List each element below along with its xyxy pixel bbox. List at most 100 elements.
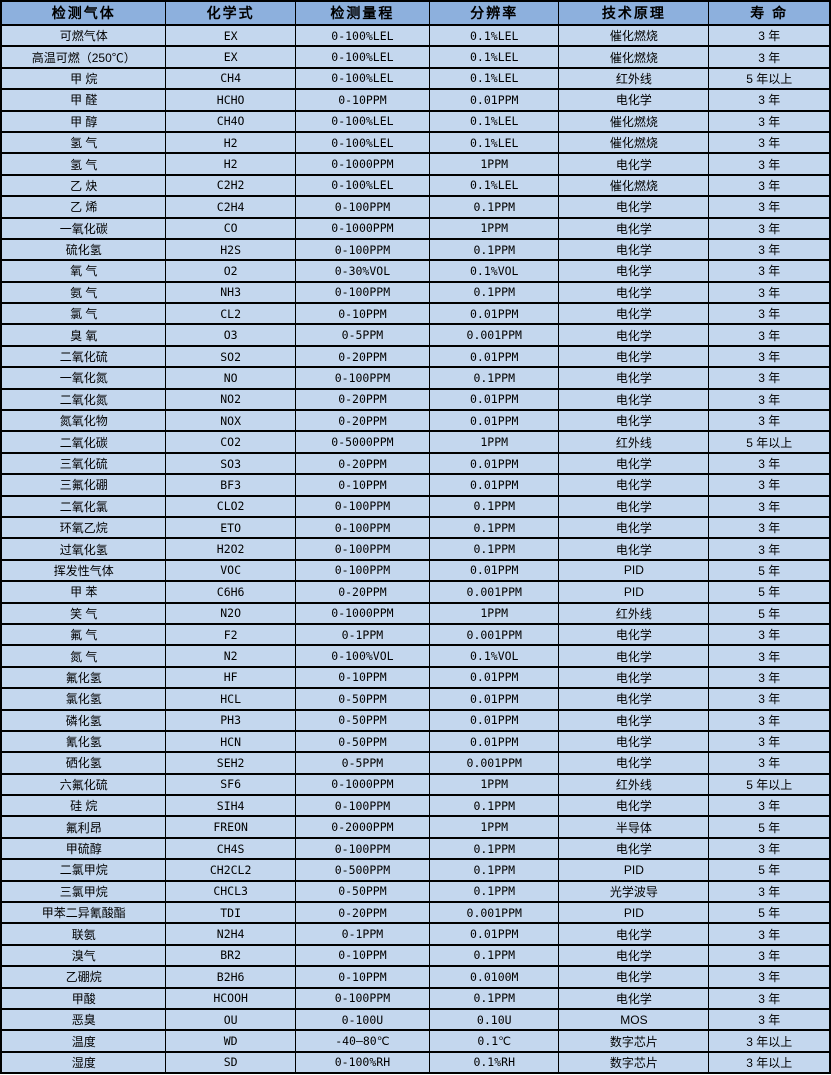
- table-cell: 0-1000PPM: [294, 152, 431, 176]
- table-cell: B2H6: [165, 965, 296, 989]
- table-cell: N2O: [165, 601, 296, 625]
- table-cell: 0-100PPM: [294, 237, 431, 262]
- table-cell: 电化学: [558, 237, 710, 262]
- table-cell: 1PPM: [429, 430, 560, 454]
- table-cell: 笑 气: [0, 601, 167, 625]
- table-cell: 电化学: [558, 366, 710, 390]
- table-row: 环氧乙烷 ETO 0-100PPM 0.1PPM 电化学 3 年: [0, 515, 831, 540]
- table-cell: 0-20PPM: [294, 580, 431, 604]
- table-cell: 0.1%RH: [429, 1050, 560, 1075]
- table-cell: 催化燃烧: [558, 130, 710, 155]
- table-cell: 3 年: [708, 216, 831, 240]
- table-cell: 0.1PPM: [429, 537, 560, 561]
- table-cell: 3 年: [708, 494, 831, 519]
- table-cell: O3: [165, 323, 296, 347]
- table-cell: ETO: [165, 515, 296, 540]
- header-cell-2: 检测量程: [294, 0, 431, 26]
- table-cell: 恶臭: [0, 1007, 167, 1032]
- table-cell: 0.001PPM: [429, 751, 560, 775]
- table-cell: 0-100%LEL: [294, 45, 431, 69]
- table-cell: 数字芯片: [558, 1050, 710, 1075]
- table-row: 氟利昂 FREON 0-2000PPM 1PPM 半导体 5 年: [0, 815, 831, 839]
- table-cell: H2S: [165, 237, 296, 262]
- table-cell: 电化学: [558, 922, 710, 946]
- table-cell: 0.01PPM: [429, 665, 560, 690]
- table-cell: 电化学: [558, 687, 710, 711]
- table-row: 臭 氧 O3 0-5PPM 0.001PPM 电化学 3 年: [0, 323, 831, 347]
- table-row: 二氧化氯 CLO2 0-100PPM 0.1PPM 电化学 3 年: [0, 494, 831, 519]
- table-cell: 3 年以上: [708, 1050, 831, 1075]
- table-cell: 0.01PPM: [429, 922, 560, 946]
- table-cell: 温度: [0, 1029, 167, 1053]
- table-cell: CH4: [165, 66, 296, 91]
- table-cell: 3 年: [708, 109, 831, 133]
- table-row: 联氨 N2H4 0-1PPM 0.01PPM 电化学 3 年: [0, 922, 831, 946]
- table-row: 氨 气 NH3 0-100PPM 0.1PPM 电化学 3 年: [0, 280, 831, 305]
- table-cell: 二氧化氮: [0, 387, 167, 412]
- table-cell: 0.1PPM: [429, 515, 560, 540]
- table-cell: 电化学: [558, 451, 710, 476]
- table-row: 乙 炔 C2H2 0-100%LEL 0.1%LEL 催化燃烧 3 年: [0, 173, 831, 198]
- table-cell: 氨 气: [0, 280, 167, 305]
- table-row: 挥发性气体 VOC 0-100PPM 0.01PPM PID 5 年: [0, 558, 831, 583]
- table-cell: 0-100PPM: [294, 195, 431, 219]
- table-cell: 0-100PPM: [294, 515, 431, 540]
- table-cell: 3 年: [708, 794, 831, 818]
- table-cell: 二氧化碳: [0, 430, 167, 454]
- table-cell: 电化学: [558, 473, 710, 497]
- table-cell: 二氧化氯: [0, 494, 167, 519]
- table-cell: 过氧化氢: [0, 537, 167, 561]
- table-cell: 0.1PPM: [429, 366, 560, 390]
- table-cell: 0.001PPM: [429, 900, 560, 925]
- table-cell: 0.1PPM: [429, 836, 560, 861]
- table-cell: 甲 苯: [0, 580, 167, 604]
- table-cell: 3 年: [708, 195, 831, 219]
- table-cell: 5 年以上: [708, 430, 831, 454]
- table-row: 三氟化硼 BF3 0-10PPM 0.01PPM 电化学 3 年: [0, 473, 831, 497]
- table-cell: 0-100%LEL: [294, 173, 431, 198]
- table-cell: 环氧乙烷: [0, 515, 167, 540]
- table-cell: 0-10PPM: [294, 943, 431, 968]
- table-row: 湿度 SD 0-100%RH 0.1%RH 数字芯片 3 年以上: [0, 1050, 831, 1075]
- table-row: 氰化氢 HCN 0-50PPM 0.01PPM 电化学 3 年: [0, 729, 831, 754]
- table-cell: 0.01PPM: [429, 88, 560, 112]
- table-cell: 磷化氢: [0, 708, 167, 732]
- table-row: 氟化氢 HF 0-10PPM 0.01PPM 电化学 3 年: [0, 665, 831, 690]
- table-cell: 电化学: [558, 986, 710, 1010]
- table-cell: 0-5000PPM: [294, 430, 431, 454]
- table-cell: 氧 气: [0, 259, 167, 283]
- table-cell: 电化学: [558, 88, 710, 112]
- table-cell: 0-100PPM: [294, 494, 431, 519]
- table-cell: 0-50PPM: [294, 687, 431, 711]
- table-row: 氮 气 N2 0-100%VOL 0.1%VOL 电化学 3 年: [0, 644, 831, 668]
- table-row: 甲酸 HCOOH 0-100PPM 0.1PPM 电化学 3 年: [0, 986, 831, 1010]
- table-cell: HCN: [165, 729, 296, 754]
- table-cell: 3 年: [708, 88, 831, 112]
- table-row: 乙硼烷 B2H6 0-10PPM 0.0100M 电化学 3 年: [0, 965, 831, 989]
- table-cell: 甲 醇: [0, 109, 167, 133]
- table-cell: C2H4: [165, 195, 296, 219]
- table-cell: 0.1℃: [429, 1029, 560, 1053]
- table-cell: HCOOH: [165, 986, 296, 1010]
- table-row: 二氧化碳 CO2 0-5000PPM 1PPM 红外线 5 年以上: [0, 430, 831, 454]
- table-cell: 3 年: [708, 23, 831, 48]
- table-body: 可燃气体 EX 0-100%LEL 0.1%LEL 催化燃烧 3 年高温可燃（250℃） E…: [0, 23, 831, 1075]
- table-cell: 催化燃烧: [558, 109, 710, 133]
- table-cell: SF6: [165, 772, 296, 797]
- table-cell: 0-30%VOL: [294, 259, 431, 283]
- table-row: 甲 烷 CH4 0-100%LEL 0.1%LEL 红外线 5 年以上: [0, 66, 831, 91]
- table-cell: 0-20PPM: [294, 900, 431, 925]
- table-cell: 3 年: [708, 1007, 831, 1032]
- table-cell: 0-50PPM: [294, 879, 431, 904]
- header-cell-4: 技术原理: [558, 0, 710, 26]
- table-cell: 0.1%VOL: [429, 259, 560, 283]
- table-row: 甲苯二异氰酸酯 TDI 0-20PPM 0.001PPM PID 5 年: [0, 900, 831, 925]
- table-cell: 0-50PPM: [294, 708, 431, 732]
- table-cell: 半导体: [558, 815, 710, 839]
- table-cell: 氯 气: [0, 302, 167, 326]
- table-cell: 高温可燃（250℃）: [0, 45, 167, 69]
- table-cell: 3 年: [708, 836, 831, 861]
- table-cell: O2: [165, 259, 296, 283]
- table-cell: 氰化氢: [0, 729, 167, 754]
- table-cell: 0-50PPM: [294, 729, 431, 754]
